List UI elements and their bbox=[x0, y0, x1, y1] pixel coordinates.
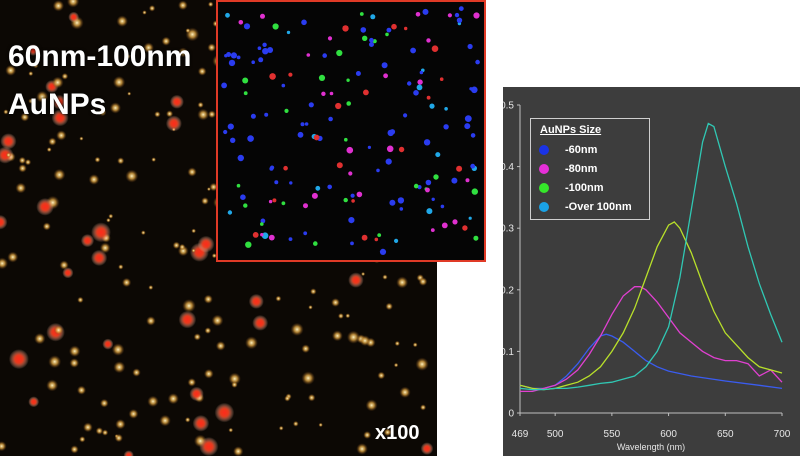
legend-item-over-100nm: -Over 100nm bbox=[539, 200, 632, 214]
legend-label: -Over 100nm bbox=[565, 201, 632, 213]
legend-label: -60nm bbox=[565, 144, 598, 156]
y-tick-label: 0.5 bbox=[503, 101, 514, 112]
legend-dot-icon bbox=[539, 164, 549, 174]
legend-dot-icon bbox=[539, 145, 549, 155]
legend-dot-icon bbox=[539, 202, 549, 212]
nanoparticle-field-image bbox=[0, 0, 441, 461]
legend-label: -100nm bbox=[565, 182, 604, 194]
y-tick-label: 0.1 bbox=[503, 347, 514, 358]
classified-particles-image bbox=[221, 6, 480, 255]
chart-legend: AuNPs Size -60nm -80nm -100nm -Over 100n… bbox=[530, 118, 650, 220]
series-line-80nm bbox=[520, 286, 783, 393]
legend-item-80nm: -80nm bbox=[539, 162, 597, 176]
x-tick-label: 469 bbox=[512, 429, 529, 440]
size-label-line2: AuNPs bbox=[8, 88, 107, 121]
series-line-60nm bbox=[519, 333, 783, 390]
x-tick-label: 650 bbox=[717, 429, 734, 440]
series-line-over-100nm bbox=[519, 122, 783, 391]
spectrum-plot: 0 0.1 0.2 0.3 0.4 0.5 469 500 550 600 650 700 Wavele… bbox=[503, 101, 791, 453]
legend-title: AuNPs Size bbox=[540, 124, 602, 136]
x-tick-label: 600 bbox=[660, 429, 677, 440]
y-tick-label: 0.2 bbox=[503, 285, 514, 296]
y-tick-label: 0.4 bbox=[503, 162, 514, 173]
x-axis-label: Wavelength (nm) bbox=[617, 442, 685, 452]
legend-item-60nm: -60nm bbox=[539, 143, 597, 157]
x-tick-label: 550 bbox=[604, 429, 621, 440]
legend-label: -80nm bbox=[565, 163, 598, 175]
y-tick-label: 0.3 bbox=[503, 224, 514, 235]
x-tick-label: 700 bbox=[774, 429, 791, 440]
legend-item-100nm: -100nm bbox=[539, 181, 604, 195]
magnification-label: x100 bbox=[375, 422, 420, 444]
x-tick-label: 500 bbox=[547, 429, 564, 440]
micrograph-inset-classified bbox=[216, 0, 486, 262]
y-tick-label: 0 bbox=[508, 409, 514, 420]
size-label-line1: 60nm-100nm bbox=[8, 40, 192, 73]
legend-dot-icon bbox=[539, 183, 549, 193]
series-line-100nm bbox=[519, 221, 783, 391]
